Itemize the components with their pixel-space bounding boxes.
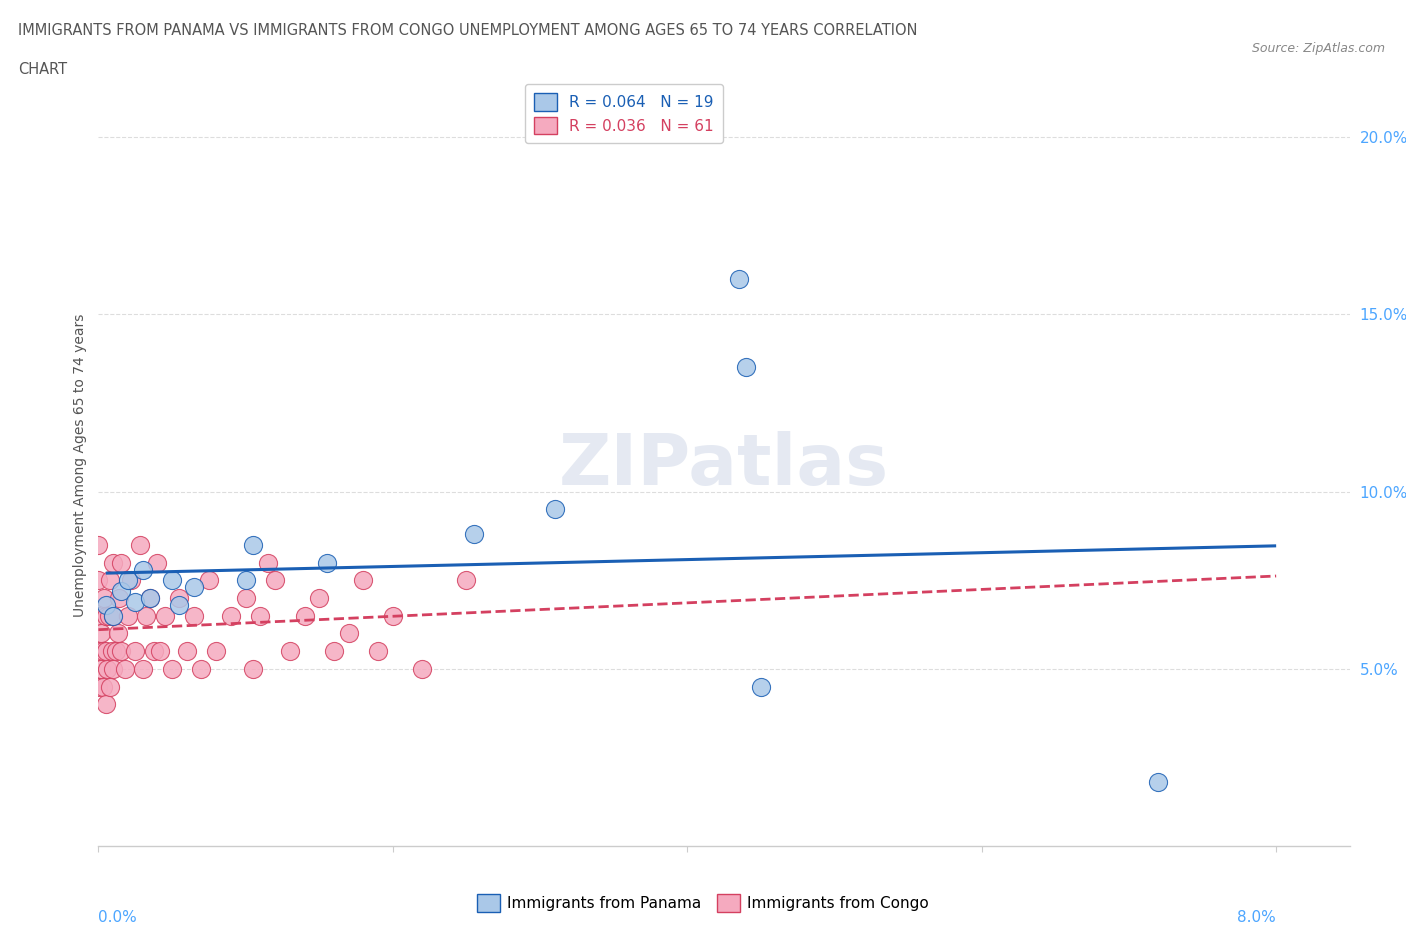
Point xyxy=(749,679,772,694)
Point xyxy=(90,661,112,676)
Point xyxy=(160,573,183,588)
Point xyxy=(87,538,110,552)
Point xyxy=(143,644,166,658)
Point xyxy=(91,679,114,694)
Point xyxy=(278,644,301,658)
Point xyxy=(87,573,110,588)
Point xyxy=(98,573,121,588)
Point xyxy=(110,583,132,598)
Point xyxy=(149,644,172,658)
Text: 8.0%: 8.0% xyxy=(1237,910,1277,925)
Point xyxy=(117,573,139,588)
Point xyxy=(117,608,139,623)
Point xyxy=(128,538,150,552)
Legend: Immigrants from Panama, Immigrants from Congo: Immigrants from Panama, Immigrants from … xyxy=(471,888,935,918)
Point xyxy=(198,573,221,588)
Point xyxy=(190,661,212,676)
Point xyxy=(169,598,191,613)
Point xyxy=(94,697,117,711)
Point xyxy=(256,555,278,570)
Point xyxy=(183,608,205,623)
Point xyxy=(242,661,264,676)
Point xyxy=(107,626,129,641)
Point xyxy=(242,538,264,552)
Point xyxy=(463,526,485,541)
Point xyxy=(96,661,118,676)
Point xyxy=(100,644,122,658)
Legend: R = 0.064   N = 19, R = 0.036   N = 61: R = 0.064 N = 19, R = 0.036 N = 61 xyxy=(524,84,723,143)
Point xyxy=(98,679,121,694)
Point xyxy=(169,591,191,605)
Point xyxy=(87,644,110,658)
Point xyxy=(114,661,136,676)
Point xyxy=(139,591,162,605)
Point xyxy=(91,644,114,658)
Point xyxy=(139,591,162,605)
Point xyxy=(160,661,183,676)
Point xyxy=(411,661,433,676)
Point xyxy=(94,608,117,623)
Point xyxy=(90,626,112,641)
Point xyxy=(308,591,330,605)
Text: ZIPatlas: ZIPatlas xyxy=(560,431,889,499)
Point xyxy=(1147,775,1170,790)
Point xyxy=(93,591,115,605)
Point xyxy=(352,573,374,588)
Point xyxy=(131,661,153,676)
Point xyxy=(124,644,146,658)
Text: IMMIGRANTS FROM PANAMA VS IMMIGRANTS FROM CONGO UNEMPLOYMENT AMONG AGES 65 TO 74: IMMIGRANTS FROM PANAMA VS IMMIGRANTS FRO… xyxy=(18,23,918,38)
Point xyxy=(105,644,128,658)
Point xyxy=(264,573,287,588)
Point xyxy=(456,573,478,588)
Point xyxy=(101,555,124,570)
Point xyxy=(235,573,257,588)
Point xyxy=(146,555,169,570)
Point xyxy=(120,573,142,588)
Point xyxy=(110,644,132,658)
Point xyxy=(381,608,404,623)
Point xyxy=(135,608,157,623)
Point xyxy=(108,591,131,605)
Point xyxy=(323,644,346,658)
Point xyxy=(367,644,389,658)
Point xyxy=(544,502,567,517)
Point xyxy=(87,608,110,623)
Point xyxy=(183,580,205,595)
Point xyxy=(110,555,132,570)
Point xyxy=(131,563,153,578)
Point xyxy=(249,608,271,623)
Point xyxy=(337,626,360,641)
Point xyxy=(219,608,242,623)
Point xyxy=(153,608,176,623)
Point xyxy=(735,360,758,375)
Point xyxy=(124,594,146,609)
Point xyxy=(176,644,198,658)
Point xyxy=(727,272,749,286)
Point xyxy=(101,608,124,623)
Point xyxy=(87,679,110,694)
Point xyxy=(97,608,120,623)
Point xyxy=(205,644,228,658)
Point xyxy=(101,661,124,676)
Point xyxy=(294,608,316,623)
Y-axis label: Unemployment Among Ages 65 to 74 years: Unemployment Among Ages 65 to 74 years xyxy=(73,313,87,617)
Text: 0.0%: 0.0% xyxy=(98,910,138,925)
Point xyxy=(101,608,124,623)
Point xyxy=(94,598,117,613)
Text: CHART: CHART xyxy=(18,62,67,77)
Point xyxy=(315,555,337,570)
Point xyxy=(235,591,257,605)
Text: Source: ZipAtlas.com: Source: ZipAtlas.com xyxy=(1251,42,1385,55)
Point xyxy=(94,644,117,658)
